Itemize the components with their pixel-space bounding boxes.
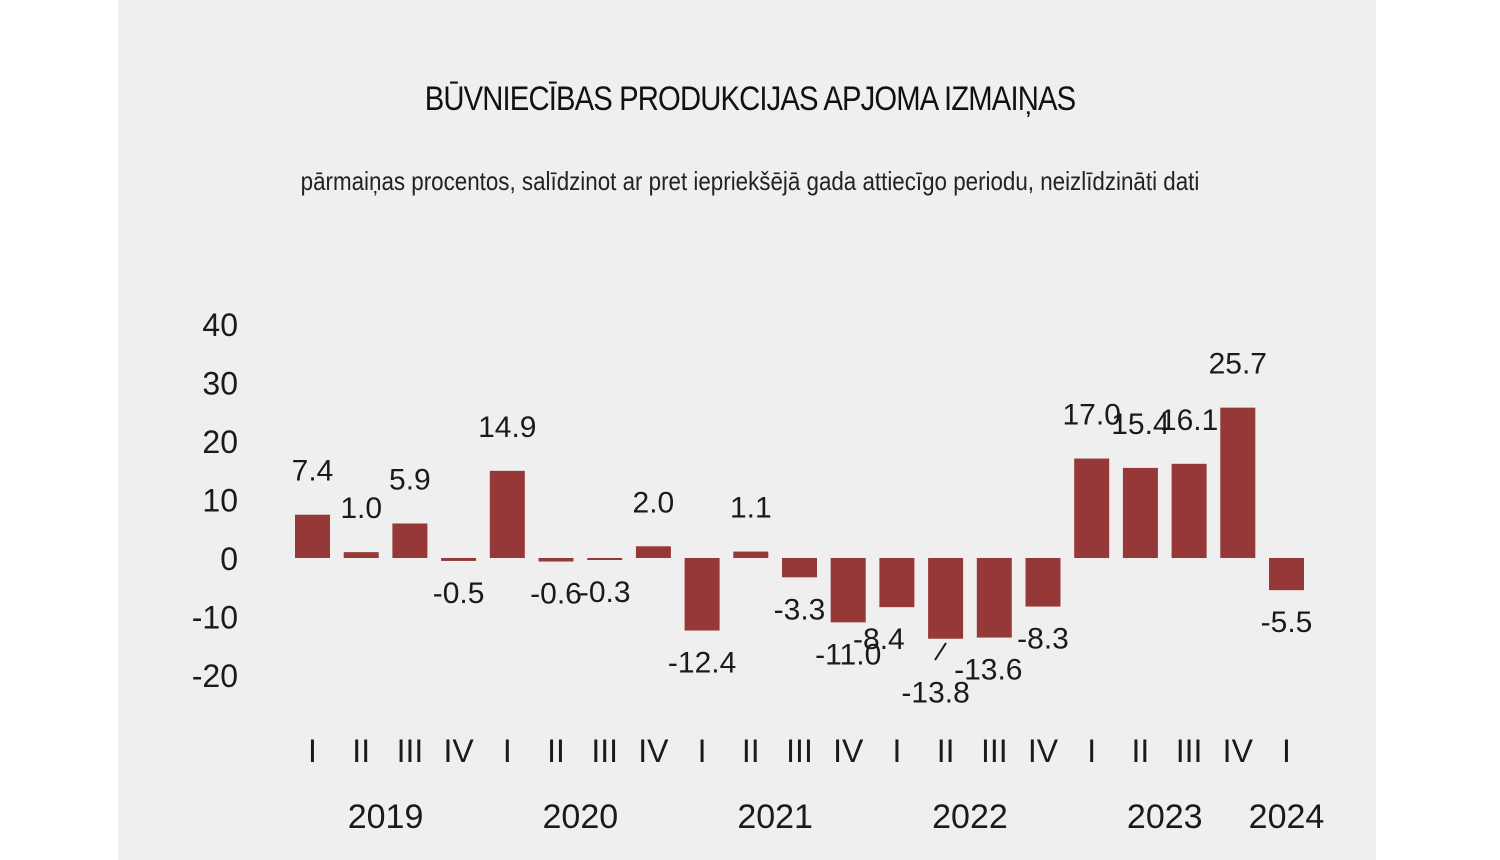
year-label: 2020 bbox=[543, 798, 619, 836]
bar bbox=[879, 558, 915, 608]
value-label: -8.3 bbox=[1017, 623, 1069, 656]
y-tick-label: 10 bbox=[202, 483, 238, 519]
bar bbox=[1025, 558, 1061, 607]
bar bbox=[1269, 558, 1304, 591]
bar bbox=[441, 558, 477, 561]
quarter-label: II bbox=[742, 733, 760, 769]
year-label: 2023 bbox=[1127, 798, 1203, 836]
quarter-label: IV bbox=[443, 733, 474, 769]
quarter-label: II bbox=[352, 733, 370, 769]
bar bbox=[684, 558, 720, 631]
quarter-label: IV bbox=[638, 733, 669, 769]
value-label: -12.4 bbox=[668, 647, 736, 680]
quarter-label: III bbox=[591, 733, 618, 769]
value-label: 17.0 bbox=[1063, 399, 1121, 432]
value-label: -8.4 bbox=[853, 623, 905, 656]
bar bbox=[782, 558, 817, 578]
quarter-label: III bbox=[397, 733, 424, 769]
bar bbox=[1220, 407, 1256, 558]
value-label: 1.1 bbox=[730, 492, 772, 525]
bar bbox=[489, 470, 525, 558]
quarter-label: II bbox=[1132, 733, 1150, 769]
y-tick-label: 40 bbox=[202, 307, 238, 343]
value-label: -5.5 bbox=[1261, 606, 1313, 639]
value-label: -11.0 bbox=[815, 638, 881, 671]
value-label: 7.4 bbox=[292, 455, 334, 488]
bar bbox=[830, 558, 866, 623]
quarter-label: IV bbox=[1028, 733, 1059, 769]
year-label: 2021 bbox=[737, 798, 813, 836]
value-label: 25.7 bbox=[1209, 348, 1267, 381]
bar bbox=[976, 558, 1012, 638]
chart-subtitle: pārmaiņas procentos, salīdzinot ar pret … bbox=[300, 166, 1200, 196]
bar bbox=[1074, 458, 1110, 558]
quarter-label: III bbox=[786, 733, 813, 769]
quarter-label: III bbox=[1176, 733, 1203, 769]
quarter-label: IV bbox=[833, 733, 864, 769]
quarter-label: I bbox=[1282, 733, 1291, 769]
quarter-label: IV bbox=[1223, 733, 1254, 769]
y-tick-label: 30 bbox=[202, 366, 238, 402]
value-label: -0.6 bbox=[530, 578, 582, 611]
value-label: 14.9 bbox=[478, 411, 536, 444]
value-label: 16.1 bbox=[1160, 404, 1218, 437]
bar bbox=[392, 523, 428, 558]
value-label: -0.5 bbox=[433, 577, 485, 610]
bar bbox=[1122, 467, 1158, 558]
value-label: 15.4 bbox=[1111, 408, 1169, 441]
year-label: 2019 bbox=[348, 798, 424, 836]
chart-panel bbox=[118, 0, 1376, 860]
value-label: -13.8 bbox=[901, 677, 969, 710]
quarter-label: I bbox=[698, 733, 707, 769]
bar bbox=[928, 558, 964, 639]
quarter-label: I bbox=[503, 733, 512, 769]
bar bbox=[635, 546, 671, 558]
chart-title: BŪVNIECĪBAS PRODUKCIJAS APJOMA IZMAIŅAS bbox=[424, 80, 1076, 118]
y-tick-label: 0 bbox=[220, 541, 238, 577]
bar bbox=[587, 558, 623, 560]
quarter-label: II bbox=[547, 733, 565, 769]
value-label: 2.0 bbox=[633, 486, 675, 519]
bar bbox=[343, 552, 379, 558]
year-label: 2024 bbox=[1249, 798, 1325, 836]
value-label: 1.0 bbox=[340, 492, 382, 525]
year-label: 2022 bbox=[932, 798, 1008, 836]
quarter-label: III bbox=[981, 733, 1008, 769]
value-label: 5.9 bbox=[389, 463, 431, 496]
quarter-label: I bbox=[892, 733, 901, 769]
bar bbox=[538, 558, 574, 562]
quarter-label: I bbox=[1087, 733, 1096, 769]
y-tick-label: -10 bbox=[192, 600, 238, 636]
quarter-label: II bbox=[937, 733, 955, 769]
leader-line bbox=[934, 642, 947, 661]
bar bbox=[295, 514, 330, 558]
quarter-label: I bbox=[308, 733, 317, 769]
bar bbox=[1171, 463, 1207, 558]
y-tick-label: -20 bbox=[192, 658, 238, 694]
value-label: -3.3 bbox=[774, 593, 826, 626]
value-label: -0.3 bbox=[579, 576, 631, 609]
bar bbox=[733, 551, 769, 558]
y-tick-label: 20 bbox=[202, 424, 238, 460]
value-label: -13.6 bbox=[954, 654, 1022, 687]
